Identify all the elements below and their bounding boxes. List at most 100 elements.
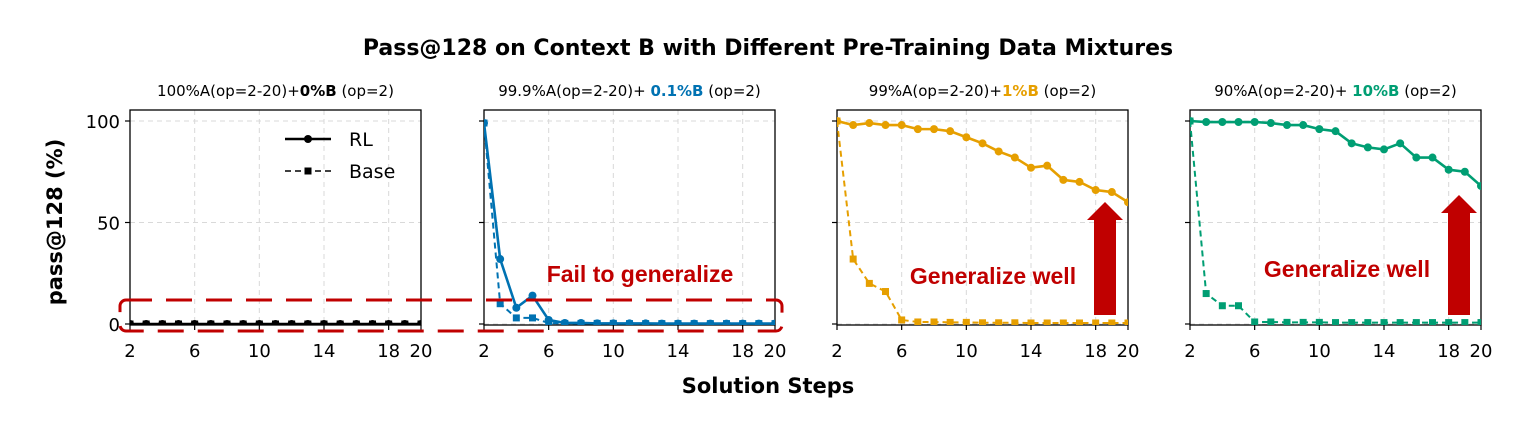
x-tick-label: 2 [831, 341, 842, 362]
data-point-base [658, 320, 666, 325]
data-point-base [1202, 290, 1210, 298]
data-point-base [946, 318, 954, 325]
panel-data [484, 119, 775, 325]
data-point-base [1251, 318, 1259, 325]
panel-3: 2 6 10 14 18 20 99%A(op=2-20)+1%B (op=2) [831, 82, 1139, 362]
data-point-base [336, 320, 344, 325]
data-point-base [755, 320, 763, 325]
panel-subtitle-part: 90%A(op=2-20)+ [1214, 82, 1352, 100]
data-point-rl [1010, 153, 1019, 162]
data-point-rl [1477, 181, 1481, 190]
data-point-base [837, 117, 841, 125]
data-point-base [1315, 318, 1323, 325]
data-point-base [577, 319, 585, 325]
data-point-base [255, 320, 263, 325]
data-point-base [1299, 318, 1307, 325]
legend-label: RL [349, 129, 373, 151]
data-point-rl [994, 147, 1003, 156]
y-tick-label: 100 [86, 112, 120, 133]
data-point-base [979, 319, 986, 325]
data-point-base [272, 320, 279, 325]
x-tick-label: 6 [543, 341, 554, 362]
data-point-base [1235, 302, 1242, 310]
data-point-rl [512, 303, 521, 312]
data-point-base [385, 320, 393, 325]
y-tick-label: 50 [97, 214, 120, 235]
data-point-rl [897, 121, 906, 130]
panel-subtitle-part: 100%A(op=2-20)+ [157, 82, 300, 100]
data-point-base [1267, 318, 1275, 325]
panel-2: 2 6 10 14 18 20 99.9%A(op=2-20)+ 0.1%B (op=2) [478, 82, 786, 362]
data-point-rl [1202, 118, 1211, 127]
data-point-rl [1444, 165, 1453, 174]
data-point-rl [1075, 177, 1084, 186]
data-point-rl [1266, 119, 1275, 128]
data-point-base [914, 318, 922, 325]
data-point-base [142, 320, 150, 325]
x-tick-label: 6 [1249, 341, 1260, 362]
panel-frame [1189, 109, 1482, 326]
data-point-base [1027, 319, 1035, 325]
data-point-rl [1428, 153, 1437, 162]
panel-subtitle-part: 0.1%B [650, 82, 703, 100]
panel-subtitle-part: 99.9%A(op=2-20)+ [498, 82, 650, 100]
data-point-base [1108, 319, 1116, 325]
series-line-rl [484, 122, 775, 325]
data-point-base [690, 320, 698, 325]
data-point-base [1011, 319, 1019, 325]
data-point-base [962, 318, 970, 325]
data-point-rl [528, 291, 537, 300]
data-point-rl [1250, 118, 1259, 127]
legend-label: Base [349, 161, 395, 183]
data-point-base [1124, 319, 1128, 325]
x-tick-label: 2 [124, 341, 135, 362]
panel-frame [483, 109, 776, 326]
legend-marker [304, 135, 312, 143]
y-axis-label: pass@128 (%) [43, 139, 67, 306]
panel-data [837, 117, 1128, 325]
series-line-base [837, 120, 1128, 324]
x-tick-label: 2 [478, 341, 489, 362]
x-tick-label: 10 [1308, 341, 1331, 362]
panel-subtitle-part: (op=2) [1400, 82, 1457, 100]
data-point-base [930, 318, 938, 325]
x-tick-label: 10 [602, 341, 625, 362]
panel-frame [129, 109, 422, 326]
panel-data [130, 320, 421, 325]
data-point-base [496, 300, 504, 308]
data-point-rl [1380, 145, 1388, 154]
panel-data [1190, 117, 1481, 325]
data-point-base [1190, 117, 1194, 125]
panel-subtitle-part: 0%B [300, 82, 337, 100]
panel-4: 2 6 10 14 18 20 90%A(op=2-20)+ 10%B (op=2) [1184, 82, 1492, 362]
panel-subtitle: 99%A(op=2-20)+1%B (op=2) [869, 82, 1096, 100]
data-point-rl [496, 255, 505, 264]
data-point-rl [1043, 161, 1052, 170]
data-point-base [706, 320, 714, 325]
data-point-base [1380, 319, 1388, 325]
panel-subtitle-part: 1%B [1002, 82, 1039, 100]
annotation-text: Fail to generalize [547, 261, 734, 287]
data-point-base [158, 320, 166, 325]
data-point-base [1364, 319, 1372, 325]
data-point-rl [1124, 198, 1128, 207]
data-point-rl [913, 125, 922, 134]
data-point-rl [1460, 167, 1469, 176]
x-tick-label: 14 [1020, 341, 1043, 362]
data-point-base [1218, 302, 1226, 310]
data-point-base [1283, 318, 1291, 325]
data-point-base [1461, 319, 1469, 325]
data-point-base [512, 314, 520, 322]
data-point-base [723, 320, 730, 325]
data-point-base [898, 316, 906, 324]
data-point-base [484, 119, 488, 127]
data-point-base [865, 279, 873, 287]
data-point-base [849, 255, 857, 263]
data-point-base [642, 320, 650, 325]
panel-subtitle-part: (op=2) [337, 82, 394, 100]
up-arrow-icon [1441, 195, 1477, 315]
up-arrow-icon [1087, 202, 1123, 315]
chart-title: Pass@128 on Context B with Different Pre… [363, 36, 1173, 61]
panel-subtitle: 99.9%A(op=2-20)+ 0.1%B (op=2) [498, 82, 761, 100]
x-tick-label: 10 [955, 341, 978, 362]
